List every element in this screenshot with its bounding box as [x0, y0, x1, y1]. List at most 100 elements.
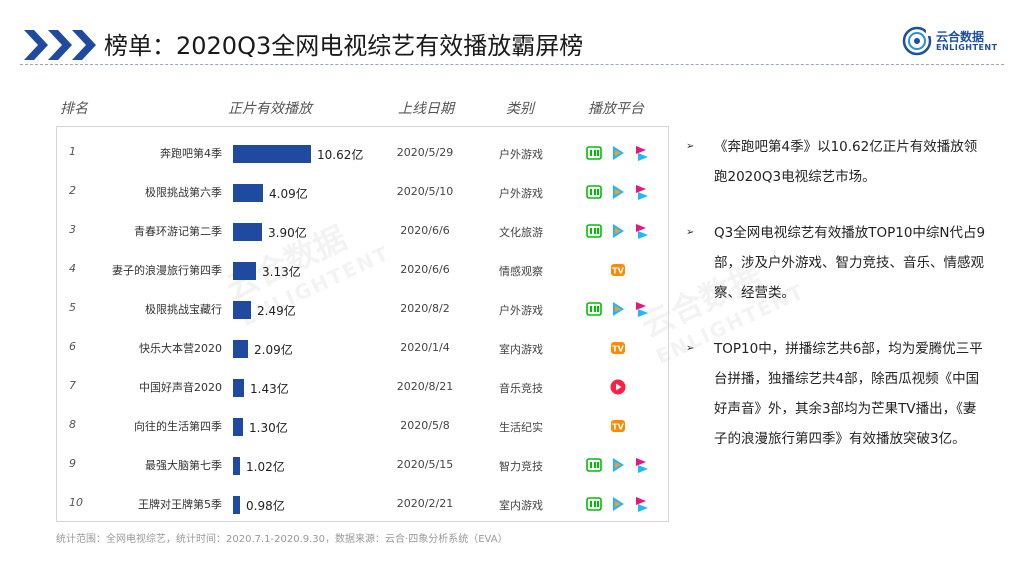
- tencent-logo-icon: [613, 185, 624, 199]
- iqiyi-logo-icon: [586, 497, 602, 511]
- show-name-label: 极限挑战第六季: [145, 186, 222, 199]
- table-row: 3 青春环游记第二季 3.90亿 2020/6/6 文化旅游: [57, 209, 668, 248]
- header-views: 正片有效播放: [228, 101, 312, 117]
- views-bar: [233, 184, 263, 202]
- platform-icons: [585, 300, 665, 320]
- show-name-label: 妻子的浪漫旅行第四季: [112, 264, 222, 277]
- mango-logo-icon: TV: [611, 342, 625, 354]
- date-cell: 2020/6/6: [400, 224, 450, 237]
- title-chevrons-icon: [24, 30, 96, 60]
- table-row: 9 最强大脑第七季 1.02亿 2020/5/15 智力竞技: [57, 443, 668, 482]
- table-row: 10 王牌对王牌第5季 0.98亿 2020/2/21 室内游戏: [57, 482, 668, 521]
- svg-text:TV: TV: [612, 267, 624, 276]
- rank-cell: 5: [69, 301, 76, 314]
- footnote: 统计范围：全网电视综艺，统计时间：2020.7.1-2020.9.30，数据来源…: [56, 534, 508, 545]
- table-row: 4 妻子的浪漫旅行第四季 3.13亿 2020/6/6 情感观察 TV: [57, 248, 668, 287]
- category-cell: 户外游戏: [499, 148, 543, 161]
- rank-cell: 9: [69, 457, 76, 470]
- show-name-label: 快乐大本营2020: [139, 342, 222, 355]
- show-name-label: 极限挑战宝藏行: [145, 303, 222, 316]
- header-date: 上线日期: [398, 101, 454, 117]
- views-bar: [233, 496, 240, 514]
- table-row: 2 极限挑战第六季 4.09亿 2020/5/10 户外游戏: [57, 170, 668, 209]
- views-bar: [233, 418, 243, 436]
- views-bar: [233, 340, 248, 358]
- platform-icons: TV: [585, 339, 665, 359]
- rank-cell: 4: [69, 262, 76, 275]
- rank-cell: 2: [69, 184, 76, 197]
- date-cell: 2020/5/15: [396, 458, 454, 471]
- insight-bullet: ➢ TOP10中，拼播综艺共6部，均为爱腾优三平台拼播，独播综艺共4部，除西瓜视…: [686, 334, 986, 454]
- date-cell: 2020/2/21: [396, 497, 454, 510]
- table-row: 8 向往的生活第四季 1.30亿 2020/5/8 生活纪实 TV: [57, 404, 668, 443]
- bullet-arrow-icon: ➢: [686, 343, 695, 354]
- platform-icons: TV: [585, 417, 665, 437]
- tencent-logo-icon: [613, 302, 624, 316]
- views-bar: [233, 262, 256, 280]
- platform-icons: [585, 495, 665, 515]
- rank-cell: 10: [69, 496, 83, 509]
- category-cell: 户外游戏: [499, 187, 543, 200]
- rank-cell: 3: [69, 223, 76, 236]
- category-cell: 音乐竞技: [499, 382, 543, 395]
- date-cell: 2020/8/21: [396, 380, 454, 393]
- views-bar: [233, 301, 251, 319]
- logo-en-text: ENLIGHTENT: [936, 43, 998, 52]
- table-row: 7 中国好声音2020 1.43亿 2020/8/21 音乐竞技: [57, 365, 668, 404]
- views-data-label: 10.62亿: [317, 148, 364, 162]
- iqiyi-logo-icon: [586, 302, 602, 316]
- insight-bullet: ➢ 《奔跑吧第4季》以10.62亿正片有效播放领跑2020Q3电视综艺市场。: [686, 132, 986, 192]
- tencent-logo-icon: [613, 458, 624, 472]
- youku-logo-icon: [636, 497, 648, 512]
- table-row: 1 奔跑吧第4季 10.62亿 2020/5/29 户外游戏: [57, 131, 668, 170]
- views-bar: [233, 379, 244, 397]
- category-cell: 室内游戏: [499, 499, 543, 512]
- bullet-arrow-icon: ➢: [686, 141, 695, 152]
- youku-logo-icon: [636, 185, 648, 200]
- views-data-label: 2.49亿: [257, 304, 296, 318]
- platform-icons: [585, 456, 665, 476]
- xigua-logo-icon: [610, 379, 626, 395]
- platform-icons: [585, 222, 665, 242]
- category-cell: 户外游戏: [499, 304, 543, 317]
- views-data-label: 4.09亿: [269, 187, 308, 201]
- views-data-label: 0.98亿: [246, 499, 285, 513]
- insight-bullet: ➢ Q3全网电视综艺有效播放TOP10中综N代占9部，涉及户外游戏、智力竞技、音…: [686, 218, 986, 308]
- show-name-label: 向往的生活第四季: [134, 420, 222, 433]
- platform-icons: [585, 378, 665, 398]
- platform-icons: [585, 144, 665, 164]
- insight-bullets: ➢ 《奔跑吧第4季》以10.62亿正片有效播放领跑2020Q3电视综艺市场。 ➢…: [686, 132, 986, 480]
- views-data-label: 3.13亿: [262, 265, 301, 279]
- header-rank: 排名: [60, 101, 88, 117]
- views-data-label: 3.90亿: [268, 226, 307, 240]
- date-cell: 2020/5/8: [400, 419, 450, 432]
- rank-cell: 7: [69, 379, 76, 392]
- category-cell: 文化旅游: [499, 226, 543, 239]
- date-cell: 2020/1/4: [400, 341, 450, 354]
- category-cell: 情感观察: [499, 265, 543, 278]
- date-cell: 2020/5/29: [396, 146, 454, 159]
- views-data-label: 1.30亿: [249, 421, 288, 435]
- platform-icons: [585, 183, 665, 203]
- svg-text:TV: TV: [612, 345, 624, 354]
- youku-logo-icon: [636, 458, 648, 473]
- table-row: 6 快乐大本营2020 2.09亿 2020/1/4 室内游戏 TV: [57, 326, 668, 365]
- bullet-text: Q3全网电视综艺有效播放TOP10中综N代占9部，涉及户外游戏、智力竞技、音乐、…: [714, 225, 986, 301]
- table-row: 5 极限挑战宝藏行 2.49亿 2020/8/2 户外游戏: [57, 287, 668, 326]
- svg-text:TV: TV: [612, 423, 624, 432]
- rank-cell: 8: [69, 418, 76, 431]
- youku-logo-icon: [636, 146, 648, 161]
- views-data-label: 1.02亿: [246, 460, 285, 474]
- date-cell: 2020/5/10: [396, 185, 454, 198]
- tencent-logo-icon: [613, 146, 624, 160]
- rank-cell: 6: [69, 340, 76, 353]
- youku-logo-icon: [636, 224, 648, 239]
- bullet-arrow-icon: ➢: [686, 227, 695, 238]
- views-data-label: 2.09亿: [254, 343, 293, 357]
- category-cell: 生活纪实: [499, 421, 543, 434]
- category-cell: 室内游戏: [499, 343, 543, 356]
- iqiyi-logo-icon: [586, 146, 602, 160]
- ranking-table: 1 奔跑吧第4季 10.62亿 2020/5/29 户外游戏 2 极限挑战第六季 4.09亿 2…: [56, 126, 669, 522]
- iqiyi-logo-icon: [586, 185, 602, 199]
- views-bar: [233, 145, 311, 163]
